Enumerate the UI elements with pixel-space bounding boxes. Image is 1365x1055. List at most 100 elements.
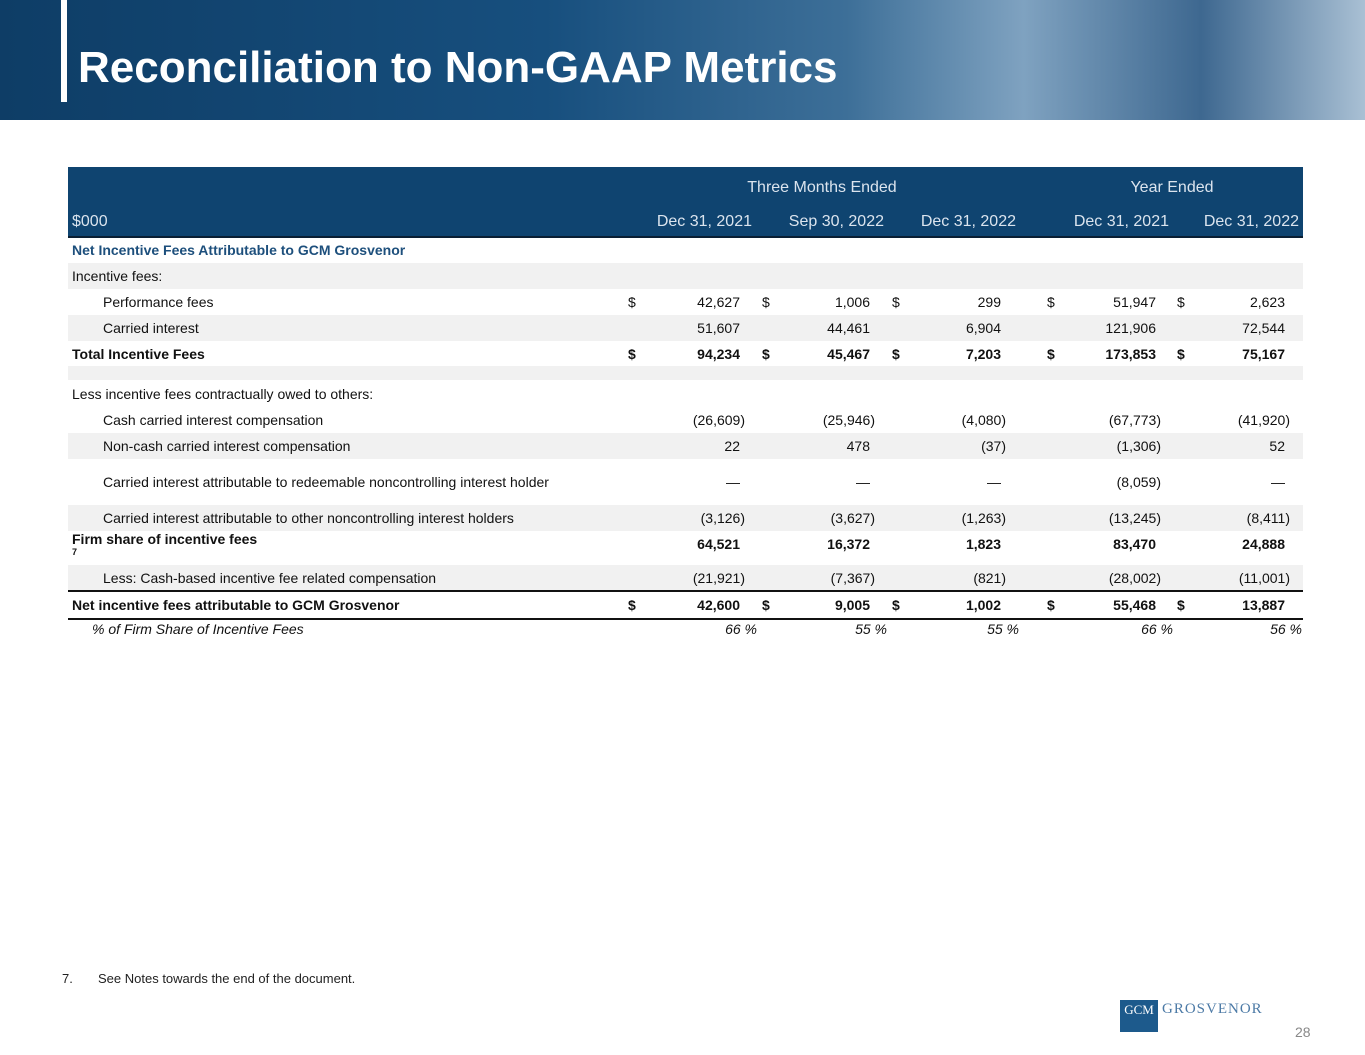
currency-symbol: $ <box>892 345 900 362</box>
accent-bar <box>61 0 67 102</box>
currency-symbol: $ <box>1177 597 1185 613</box>
table-row: Carried interest 51,607 44,461 6,904 121,906… <box>68 315 1303 341</box>
row-label: Carried interest <box>103 320 199 336</box>
cell-value: (67,773) <box>1108 412 1161 428</box>
cell-value: 22 <box>724 438 740 454</box>
cell-value: 51,607 <box>697 320 740 336</box>
cell-value: 45,467 <box>827 345 870 362</box>
cell-value: 1,002 <box>965 597 1001 613</box>
cell-value: 478 <box>846 438 870 454</box>
row-label: Carried interest attributable to other n… <box>103 510 514 526</box>
table-row: Less incentive fees contractually owed t… <box>68 380 1303 407</box>
cell-value: (11,001) <box>1238 569 1290 586</box>
currency-symbol: $ <box>892 294 900 310</box>
currency-symbol: $ <box>892 597 900 613</box>
column-header: Sep 30, 2022 <box>788 213 884 230</box>
table-row: % of Firm Share of Incentive Fees 66 % 55 … <box>68 616 1303 642</box>
footnote-ref: 7 <box>72 547 78 557</box>
cell-value: 13,887 <box>1242 597 1285 613</box>
currency-symbol: $ <box>628 597 636 613</box>
cell-value: 55 % <box>987 621 1019 637</box>
cell-value: 7,203 <box>965 345 1001 362</box>
currency-symbol: $ <box>628 294 636 310</box>
cell-value: 42,600 <box>697 597 740 613</box>
cell-value: 9,005 <box>834 597 870 613</box>
row-label: Less incentive fees contractually owed t… <box>72 385 374 402</box>
cell-value: (21,921) <box>692 569 745 586</box>
footnote-text: See Notes towards the end of the documen… <box>98 971 356 986</box>
cell-value: (1,263) <box>961 510 1006 526</box>
cell-value: (25,946) <box>822 412 875 428</box>
table-row: Firm share of incentive fees 7 64,521 16,37… <box>68 531 1303 557</box>
currency-symbol: $ <box>762 345 770 362</box>
row-label: Less: Cash-based incentive fee related c… <box>103 569 437 586</box>
row-label: Non-cash carried interest compensation <box>103 438 351 454</box>
cell-value: 56 % <box>1270 621 1302 637</box>
currency-symbol: $ <box>1047 294 1055 310</box>
cell-value: 55,468 <box>1113 597 1156 613</box>
currency-symbol: $ <box>1177 294 1185 310</box>
table-row: Incentive fees: <box>68 263 1303 289</box>
cell-value: 66 % <box>1141 621 1173 637</box>
table-row: Cash carried interest compensation (26,60… <box>68 407 1303 433</box>
column-header: Dec 31, 2022 <box>920 213 1016 230</box>
cell-value: 1,006 <box>834 294 870 310</box>
table-row: Carried interest attributable to other n… <box>68 505 1303 531</box>
cell-value: 2,623 <box>1249 294 1285 310</box>
column-header: Dec 31, 2022 <box>1203 213 1299 230</box>
row-label: % of Firm Share of Incentive Fees <box>92 621 304 637</box>
cell-value: 55 % <box>855 621 887 637</box>
cell-value: (8,411) <box>1246 510 1290 526</box>
group-header: Three Months Ended <box>747 179 897 196</box>
logo-mark: GCM <box>1120 1000 1158 1032</box>
cell-value: (28,002) <box>1108 569 1161 586</box>
cell-value: (37) <box>981 438 1006 454</box>
table-header: Three Months Ended Year Ended $000 Dec 31, … <box>68 167 1303 238</box>
cell-value: 42,627 <box>697 294 740 310</box>
row-label: Firm share of incentive fees 7 <box>72 531 258 557</box>
cell-value: (3,126) <box>700 510 745 526</box>
row-label: Net incentive fees attributable to GCM G… <box>72 597 400 613</box>
group-header: Year Ended <box>1130 179 1214 196</box>
cell-value: 44,461 <box>827 320 870 336</box>
table-row: Carried interest attributable to redeema… <box>68 459 1303 505</box>
currency-symbol: $ <box>1047 597 1055 613</box>
currency-symbol: $ <box>1177 345 1185 362</box>
cell-value: — <box>856 474 870 490</box>
cell-value: (41,920) <box>1237 412 1290 428</box>
column-header: Dec 31, 2021 <box>1073 213 1169 230</box>
cell-value: 24,888 <box>1242 536 1285 552</box>
cell-value: 64,521 <box>697 536 740 552</box>
cell-value: (1,306) <box>1116 438 1161 454</box>
currency-symbol: $ <box>1047 345 1055 362</box>
table-row: Net Incentive Fees Attributable to GCM G… <box>68 237 1303 263</box>
footnote-number: 7. <box>62 971 73 986</box>
spacer-row <box>68 366 1303 380</box>
banner <box>0 0 1365 120</box>
cell-value: 72,544 <box>1242 320 1285 336</box>
cell-value: 83,470 <box>1113 536 1156 552</box>
cell-value: — <box>987 474 1001 490</box>
cell-value: — <box>726 474 740 490</box>
currency-symbol: $ <box>762 597 770 613</box>
cell-value: (8,059) <box>1116 474 1161 490</box>
currency-symbol: $ <box>762 294 770 310</box>
title: Reconciliation to Non-GAAP Metrics <box>78 43 838 92</box>
row-label: Performance fees <box>103 294 214 310</box>
row-label: Carried interest attributable to redeema… <box>103 474 549 490</box>
cell-value: 6,904 <box>965 320 1001 336</box>
table-row: Performance fees $42,627 $1,006 $299 $51,947… <box>68 289 1303 315</box>
row-label: Net Incentive Fees Attributable to GCM G… <box>72 242 406 258</box>
cell-value: 173,853 <box>1105 345 1156 362</box>
column-header: Dec 31, 2021 <box>656 213 752 230</box>
cell-value: 299 <box>977 294 1001 310</box>
cell-value: (3,627) <box>830 510 875 526</box>
page-number: 28 <box>1295 1024 1311 1040</box>
table-row: Non-cash carried interest compensation 22… <box>68 433 1303 459</box>
row-label: Cash carried interest compensation <box>103 412 324 428</box>
cell-value: 51,947 <box>1113 294 1156 310</box>
unit-header: $000 <box>72 213 108 230</box>
cell-value: 52 <box>1269 438 1285 454</box>
row-label: Incentive fees: <box>72 268 163 284</box>
